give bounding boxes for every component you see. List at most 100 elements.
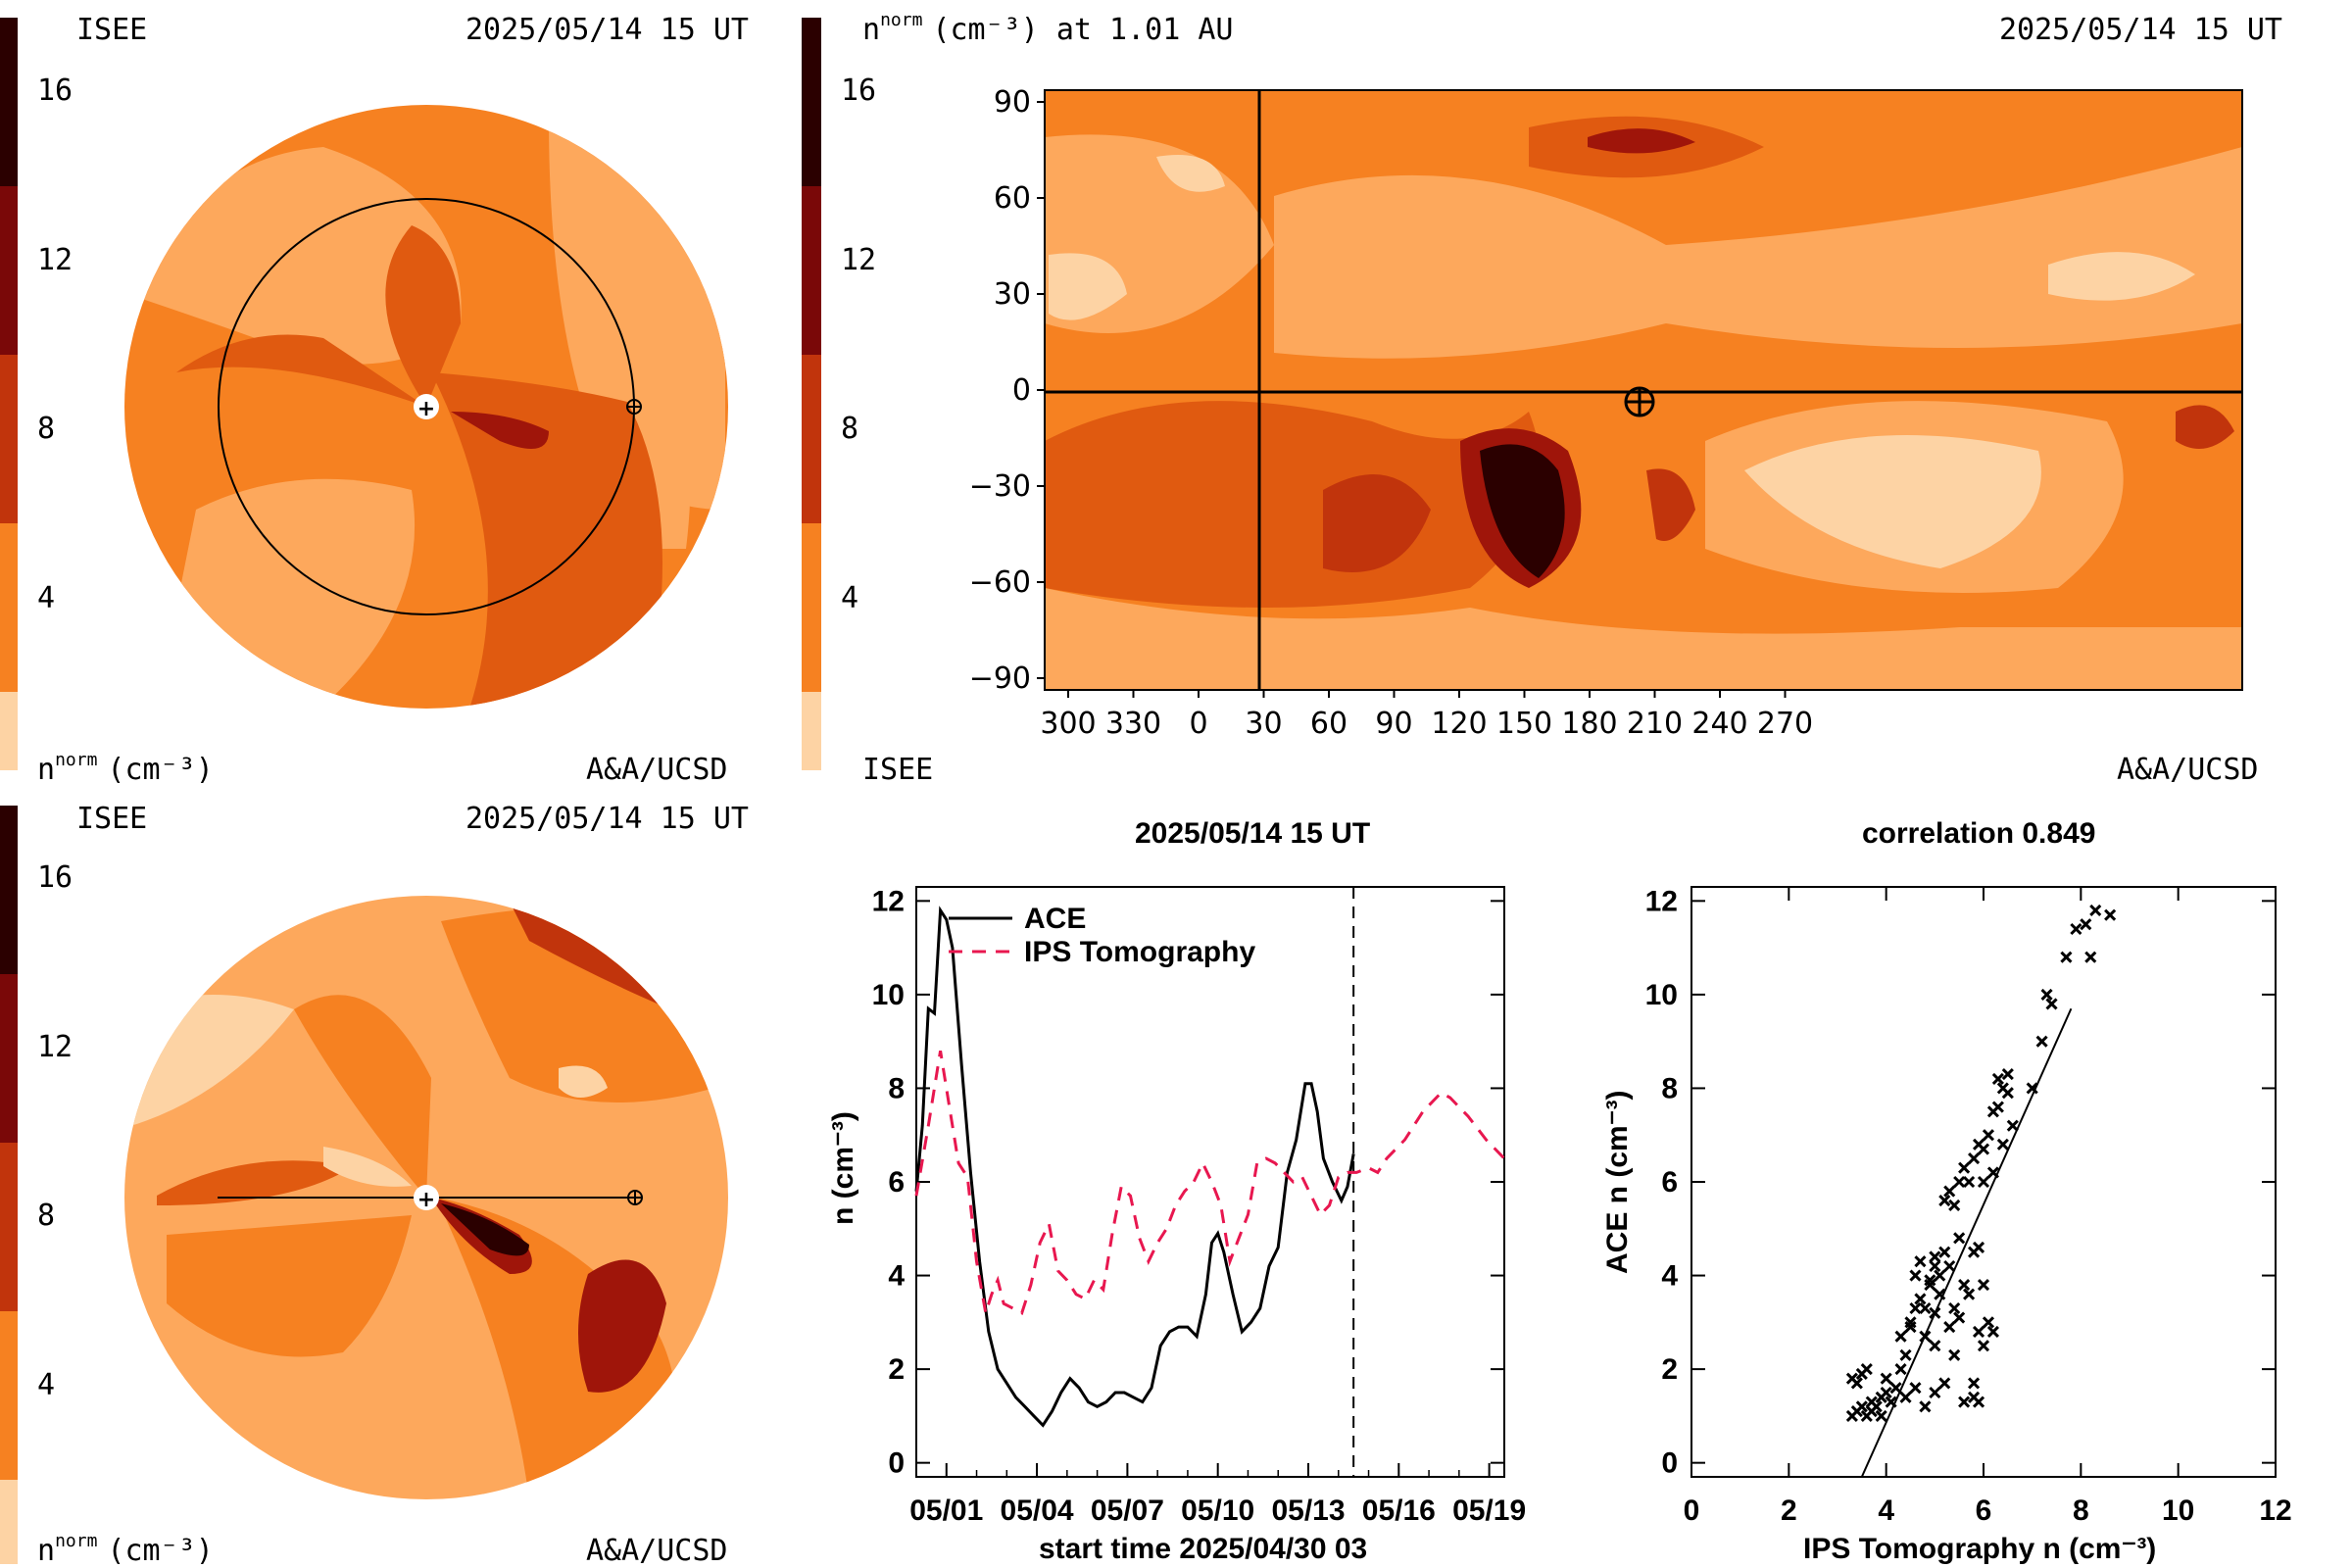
- scatter-point: [1982, 1129, 1995, 1142]
- scatter-point: [1953, 1232, 1966, 1245]
- ts-xtick-label: 05/13: [1271, 1494, 1345, 1527]
- sc-xtick-label: 8: [2073, 1494, 2089, 1527]
- top-left-unit-label: nnorm (cm⁻³): [37, 750, 214, 787]
- scatter-point: [1860, 1363, 1873, 1376]
- sc-ytick-label: 0: [1661, 1447, 1678, 1480]
- top-left-scale-tick-8: 8: [37, 412, 55, 446]
- scatter-point: [1909, 1301, 1922, 1315]
- ts-ytick-label: 0: [888, 1447, 905, 1480]
- scatter-point: [1991, 1101, 2004, 1113]
- scatter-point: [1953, 1175, 1966, 1189]
- map-date: 2025/05/14 15 UT: [1999, 13, 2282, 47]
- map-scale-tick-12: 12: [841, 243, 876, 277]
- map-xtick-label: 240: [1691, 707, 1747, 741]
- scatter-point: [2060, 951, 2073, 963]
- scatter-point: [1968, 1377, 1981, 1390]
- scatter-xlabel: IPS Tomography n (cm⁻³): [1803, 1533, 2156, 1565]
- time-series-legend: ACE IPS Tomography: [949, 903, 1255, 968]
- sc-xtick-label: 12: [2259, 1494, 2291, 1527]
- scatter-point: [1899, 1348, 1912, 1361]
- scatter-point: [1948, 1301, 1961, 1315]
- scatter-point: [1958, 1396, 1971, 1408]
- map-xtick-label: 120: [1431, 707, 1487, 741]
- map-xtick-label: 150: [1496, 707, 1552, 741]
- scatter-point: [1986, 1166, 1999, 1179]
- scatter-point: [2006, 1119, 2019, 1132]
- scatter-point: [2070, 922, 2082, 936]
- bottom-left-disk: +: [124, 896, 728, 1499]
- time-series-chart: 0 2 4 6 8 10 12 05/01 05/04 05/07 05/10 05/13 05/16…: [872, 885, 1527, 1527]
- scatter-point: [1929, 1340, 1941, 1352]
- scatter-point: [1894, 1363, 1907, 1376]
- top-right-panel: [802, 18, 2243, 770]
- scatter-point: [1977, 1340, 1990, 1352]
- scatter-point: [1943, 1321, 1956, 1334]
- time-series-ylabel: n (cm⁻³): [827, 1111, 859, 1225]
- scatter-point: [1977, 1279, 1990, 1292]
- svg-text:+: +: [417, 1188, 435, 1212]
- scatter-point: [1958, 1161, 1971, 1174]
- scatter-point: [2089, 904, 2102, 916]
- scatter-point: [1909, 1382, 1922, 1395]
- map-xtick-label: 210: [1627, 707, 1683, 741]
- scatter-point: [1938, 1195, 1951, 1207]
- map-xtick-label: 330: [1105, 707, 1161, 741]
- scatter-point: [1904, 1316, 1917, 1329]
- top-left-panel: +: [0, 18, 728, 770]
- scatter-point: [1972, 1396, 1985, 1408]
- scatter-point: [1929, 1306, 1941, 1319]
- scatter-point: [1958, 1279, 1971, 1292]
- scatter-point: [1929, 1250, 1941, 1263]
- scatter-point: [1919, 1301, 1932, 1315]
- map-title: nnorm (cm⁻³) at 1.01 AU: [862, 10, 1233, 47]
- sc-ytick-label: 12: [1645, 885, 1678, 917]
- legend-ips-label: IPS Tomography: [1024, 936, 1255, 968]
- sc-xtick-label: 10: [2162, 1494, 2194, 1527]
- sc-ytick-label: 2: [1661, 1353, 1678, 1386]
- time-series-frame: [915, 886, 1505, 1478]
- ts-xtick-label: 05/04: [1001, 1494, 1074, 1527]
- scatter-point: [2035, 1035, 2048, 1048]
- top-left-scale-tick-16: 16: [37, 74, 73, 108]
- sc-ytick-label: 4: [1661, 1260, 1678, 1293]
- scatter-title: correlation 0.849: [1862, 817, 2095, 850]
- bottom-left-scale-tick-12: 12: [37, 1030, 73, 1064]
- bottom-left-colorbar: [0, 806, 18, 1564]
- scatter-point: [1875, 1409, 1887, 1422]
- scatter-point: [1982, 1316, 1995, 1329]
- svg-text:+: +: [417, 397, 435, 421]
- map-xtick-label: 60: [1310, 707, 1348, 741]
- scatter-point: [1991, 1072, 2004, 1085]
- sc-xtick-label: 2: [1781, 1494, 1797, 1527]
- map-scale-tick-16: 16: [841, 74, 876, 108]
- map-ytick-label: 90: [994, 85, 1031, 120]
- map-xtick-label: 270: [1757, 707, 1813, 741]
- scatter-point: [1919, 1330, 1932, 1343]
- scatter-point: [2040, 988, 2053, 1001]
- scatter-point: [1943, 1259, 1956, 1273]
- scatter-point: [1963, 1288, 1976, 1300]
- ace-series-line: [914, 906, 1355, 1428]
- time-series-title: 2025/05/14 15 UT: [1135, 817, 1370, 850]
- sc-ytick-label: 8: [1661, 1072, 1678, 1104]
- sc-xtick-label: 0: [1684, 1494, 1700, 1527]
- scatter-point: [1855, 1400, 1868, 1413]
- scatter-point: [1972, 1325, 1985, 1338]
- top-left-colorbar: [0, 18, 18, 770]
- map-ytick-label: −30: [969, 469, 1031, 504]
- ips-series-line: [914, 1050, 1506, 1315]
- scatter-point: [1938, 1246, 1951, 1258]
- scatter-point: [1899, 1391, 1912, 1403]
- bottom-left-org-label: ISEE: [76, 802, 147, 836]
- scatter-point: [1977, 1143, 1990, 1155]
- legend-ace-label: ACE: [1024, 903, 1086, 935]
- scatter-point: [1934, 1269, 1946, 1282]
- scatter-point: [1963, 1175, 1976, 1189]
- scatter-point: [1865, 1405, 1878, 1418]
- sc-ytick-label: 10: [1645, 979, 1678, 1011]
- scatter-point: [1934, 1288, 1946, 1300]
- map-xtick-label: 300: [1040, 707, 1096, 741]
- ts-xtick-label: 05/10: [1181, 1494, 1254, 1527]
- scatter-point: [1986, 1325, 1999, 1338]
